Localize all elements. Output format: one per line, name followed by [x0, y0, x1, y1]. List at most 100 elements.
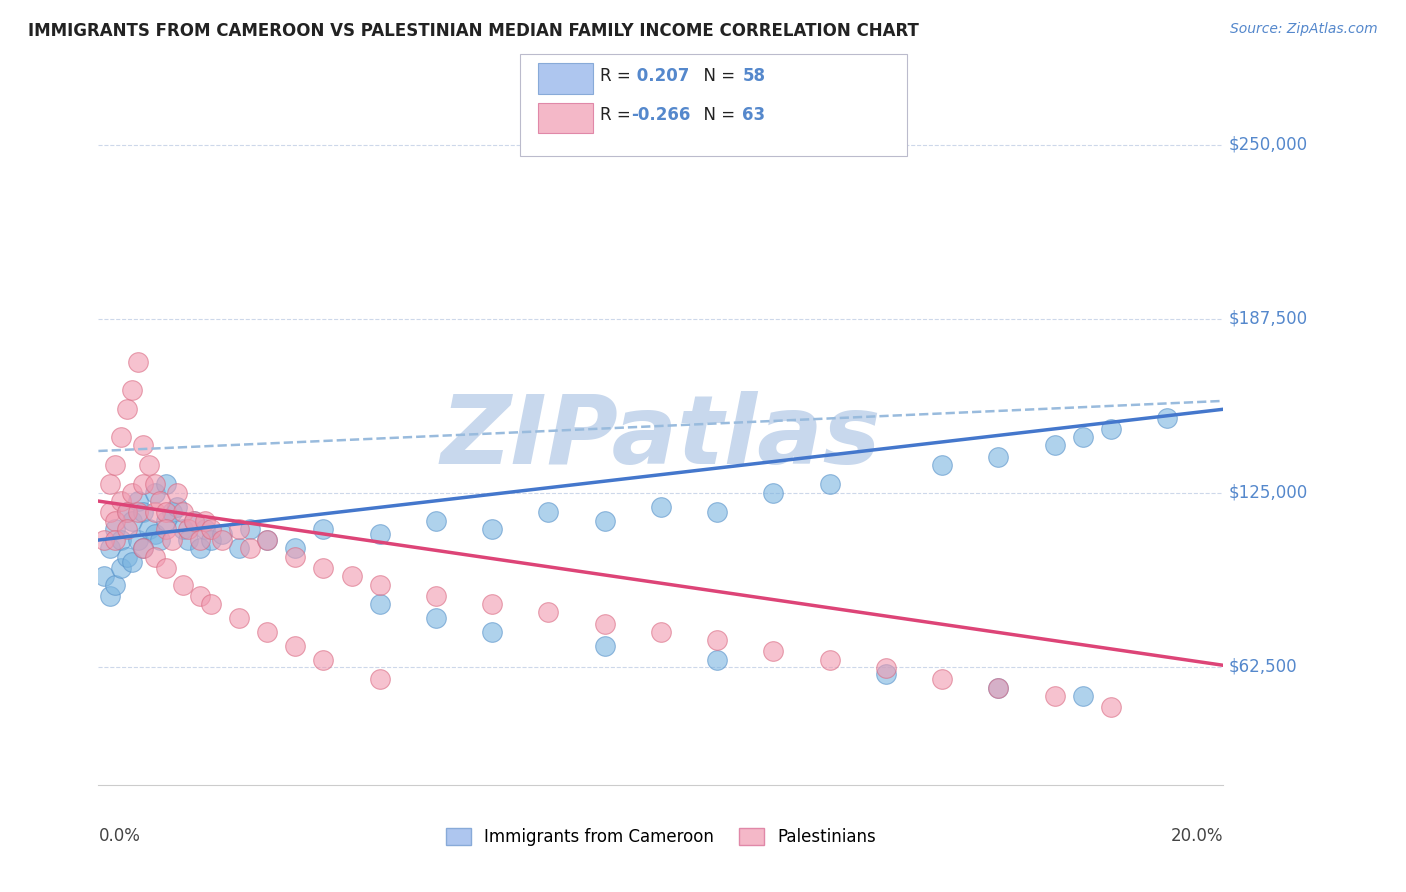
Point	[155, 522, 177, 536]
Text: 0.0%: 0.0%	[98, 827, 141, 845]
Point	[138, 522, 160, 536]
Point	[98, 477, 121, 491]
Point	[127, 494, 149, 508]
Point	[1071, 430, 1094, 444]
Point	[818, 653, 841, 667]
Point	[183, 514, 205, 528]
Point	[115, 402, 138, 417]
Text: $62,500: $62,500	[1229, 657, 1298, 675]
Point	[143, 505, 166, 519]
Point	[160, 533, 183, 547]
Point	[188, 533, 211, 547]
Point	[143, 477, 166, 491]
Point	[110, 561, 132, 575]
Point	[121, 383, 143, 397]
Point	[121, 555, 143, 569]
Point	[143, 485, 166, 500]
Point	[110, 494, 132, 508]
Point	[143, 549, 166, 564]
Point	[368, 527, 391, 541]
Point	[1043, 438, 1066, 452]
Text: 0.207: 0.207	[631, 67, 690, 85]
Point	[312, 522, 335, 536]
Text: N =: N =	[693, 67, 741, 85]
Point	[194, 522, 217, 536]
Point	[239, 541, 262, 556]
Point	[138, 458, 160, 472]
Text: -0.266: -0.266	[631, 106, 690, 124]
Point	[931, 458, 953, 472]
Point	[155, 477, 177, 491]
Text: ZIPatlas: ZIPatlas	[440, 391, 882, 483]
Point	[149, 533, 172, 547]
Text: 20.0%: 20.0%	[1171, 827, 1223, 845]
Point	[931, 672, 953, 686]
Point	[132, 541, 155, 556]
Point	[104, 577, 127, 591]
Point	[115, 505, 138, 519]
Point	[200, 522, 222, 536]
Point	[762, 644, 785, 658]
Point	[166, 500, 188, 514]
Point	[166, 485, 188, 500]
Legend: Immigrants from Cameroon, Palestinians: Immigrants from Cameroon, Palestinians	[439, 822, 883, 853]
Point	[188, 589, 211, 603]
Point	[98, 505, 121, 519]
Point	[228, 611, 250, 625]
Point	[177, 533, 200, 547]
Point	[987, 681, 1010, 695]
Point	[875, 661, 897, 675]
Point	[593, 616, 616, 631]
Point	[228, 541, 250, 556]
Point	[115, 505, 138, 519]
Text: $250,000: $250,000	[1229, 136, 1308, 153]
Point	[98, 589, 121, 603]
Point	[239, 522, 262, 536]
Point	[425, 611, 447, 625]
Point	[132, 477, 155, 491]
Point	[1156, 410, 1178, 425]
Point	[1043, 689, 1066, 703]
Point	[340, 569, 363, 583]
Point	[256, 533, 278, 547]
Point	[211, 527, 233, 541]
Point	[211, 533, 233, 547]
Point	[200, 533, 222, 547]
Point	[188, 541, 211, 556]
Point	[650, 624, 672, 639]
Point	[537, 606, 560, 620]
Point	[110, 533, 132, 547]
Point	[593, 639, 616, 653]
Point	[104, 458, 127, 472]
Text: IMMIGRANTS FROM CAMEROON VS PALESTINIAN MEDIAN FAMILY INCOME CORRELATION CHART: IMMIGRANTS FROM CAMEROON VS PALESTINIAN …	[28, 22, 920, 40]
Point	[200, 597, 222, 611]
Point	[172, 577, 194, 591]
Point	[104, 514, 127, 528]
Point	[425, 589, 447, 603]
Point	[127, 533, 149, 547]
Point	[284, 639, 307, 653]
Text: 58: 58	[742, 67, 765, 85]
Text: $125,000: $125,000	[1229, 483, 1308, 501]
Point	[256, 624, 278, 639]
Text: N =: N =	[693, 106, 741, 124]
Point	[177, 522, 200, 536]
Point	[183, 514, 205, 528]
Text: Source: ZipAtlas.com: Source: ZipAtlas.com	[1230, 22, 1378, 37]
Point	[132, 505, 155, 519]
Point	[172, 522, 194, 536]
Point	[110, 430, 132, 444]
Point	[228, 522, 250, 536]
Point	[706, 633, 728, 648]
Point	[155, 561, 177, 575]
Point	[104, 522, 127, 536]
Point	[762, 485, 785, 500]
Point	[98, 541, 121, 556]
Point	[875, 666, 897, 681]
Point	[481, 522, 503, 536]
Point	[368, 597, 391, 611]
Point	[155, 514, 177, 528]
Text: R =: R =	[600, 106, 637, 124]
Point	[368, 672, 391, 686]
Point	[155, 505, 177, 519]
